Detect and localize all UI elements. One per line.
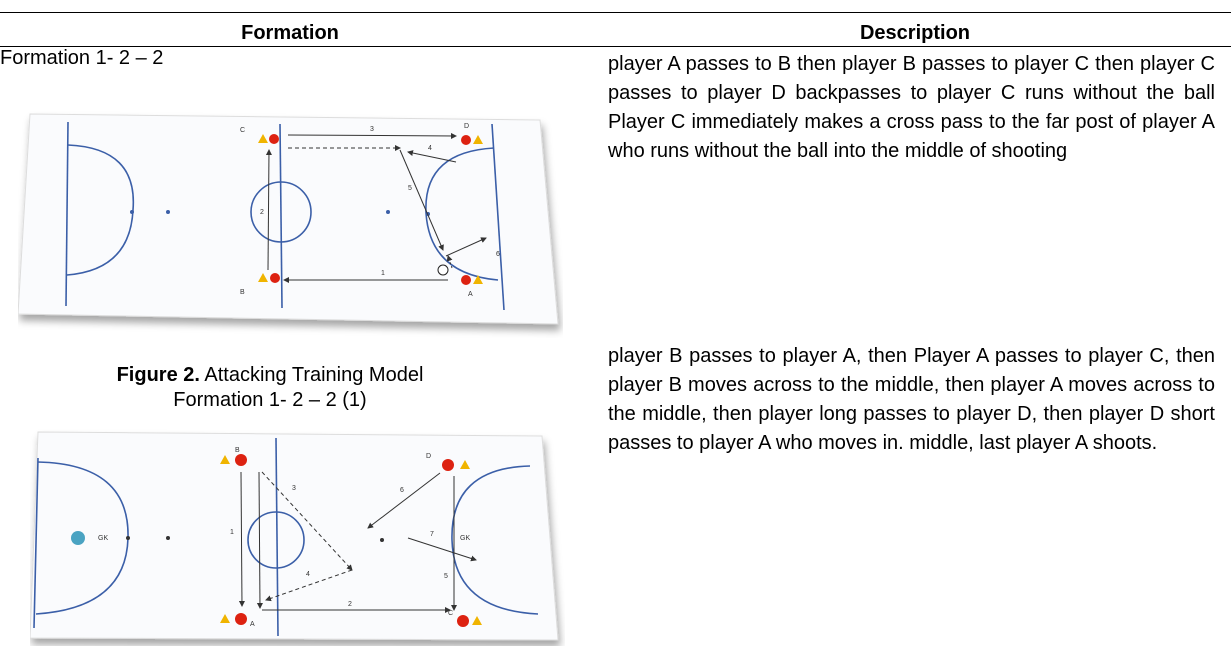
player-label: GK — [460, 535, 470, 542]
caption-label: Figure 2. — [116, 364, 200, 386]
pass-number: 4 — [428, 145, 432, 152]
figure: C D B A 3 4 5 6 1 2 — [18, 113, 559, 325]
caption-text: Attacking Training Model Formation 1- 2 … — [173, 364, 424, 411]
top-rule — [0, 12, 1231, 13]
header: Formation — [241, 22, 339, 44]
pass-number: 5 — [444, 573, 448, 580]
pass-number: 1 — [230, 529, 234, 536]
player-label: C — [448, 610, 453, 617]
pass-number: 2 — [348, 601, 352, 608]
header: Description — [859, 22, 971, 44]
player-label: D — [464, 123, 469, 130]
player-label: A — [468, 291, 473, 298]
description: player B passes to player A, then Player… — [608, 345, 1215, 454]
pass-number: 3 — [292, 485, 296, 492]
pass-number: 6 — [400, 487, 404, 494]
pass-number: 4 — [306, 571, 310, 578]
pass-number: 3 — [370, 126, 374, 133]
figure: B D A C GK GK 1 2 3 4 5 6 7 — [30, 431, 559, 641]
pass-number: 5 — [408, 185, 412, 192]
player-label: C — [240, 127, 245, 134]
description: player A passes to B then player B passe… — [608, 53, 1215, 162]
pass-number: 1 — [381, 270, 385, 277]
player-label: A — [250, 621, 255, 628]
caption: Figure 2. Attacking Training Model Forma… — [95, 363, 445, 413]
pass-number: 2 — [260, 209, 264, 216]
player-label: D — [426, 453, 431, 460]
player-label: GK — [98, 535, 108, 542]
formation-label: Formation 1- 2 – 2 — [0, 47, 164, 69]
header-rule — [0, 46, 1231, 47]
pass-number: 7 — [430, 531, 434, 538]
player-label: B — [240, 289, 245, 296]
player-label: B — [235, 447, 240, 454]
pass-number: 6 — [496, 251, 500, 258]
